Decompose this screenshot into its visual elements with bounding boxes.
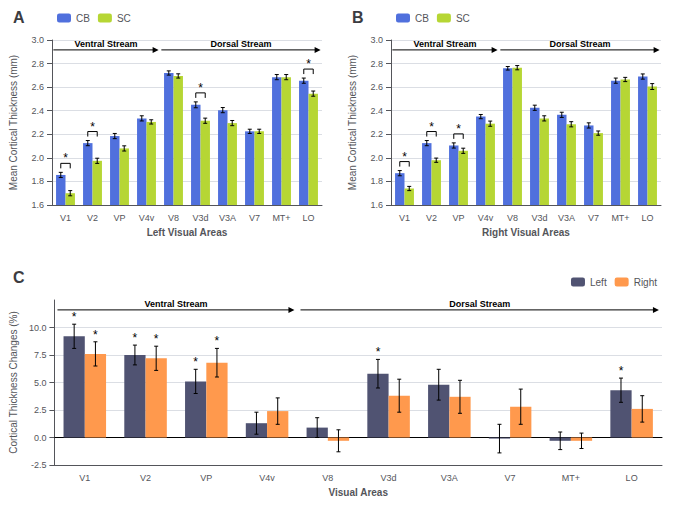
svg-text:Ventral Stream: Ventral Stream [144,299,207,309]
svg-text:V8: V8 [322,473,333,483]
svg-text:V3d: V3d [531,213,547,223]
svg-text:V4v: V4v [139,213,155,223]
svg-text:Ventral Stream: Ventral Stream [413,39,476,49]
svg-text:2.0: 2.0 [370,153,383,163]
svg-text:2.2: 2.2 [31,129,44,139]
svg-text:Left Visual Areas: Left Visual Areas [147,227,228,238]
svg-text:1.6: 1.6 [370,200,383,210]
svg-text:2.6: 2.6 [31,82,44,92]
svg-text:*: * [215,334,220,348]
svg-text:MT+: MT+ [272,213,290,223]
svg-text:2.2: 2.2 [370,129,383,139]
svg-text:*: * [63,151,68,165]
svg-text:CB: CB [76,13,90,24]
svg-text:*: * [376,345,381,359]
svg-text:2.8: 2.8 [370,59,383,69]
svg-text:-2.5: -2.5 [31,460,47,470]
svg-text:V3d: V3d [381,473,397,483]
svg-text:5.0: 5.0 [34,378,47,388]
svg-text:3.0: 3.0 [31,35,44,45]
svg-text:V2: V2 [140,473,151,483]
svg-text:2.5: 2.5 [34,405,47,415]
svg-text:SC: SC [456,13,470,24]
svg-text:LO: LO [302,213,314,223]
svg-text:2.6: 2.6 [370,82,383,92]
svg-text:V1: V1 [399,213,410,223]
svg-text:V3A: V3A [558,213,575,223]
svg-text:V8: V8 [507,213,518,223]
svg-text:V7: V7 [505,473,516,483]
svg-text:V2: V2 [87,213,98,223]
svg-text:Mean Cortical Thickness (mm): Mean Cortical Thickness (mm) [347,55,358,190]
svg-text:*: * [133,331,138,345]
svg-text:Ventral Stream: Ventral Stream [74,39,137,49]
svg-text:2.4: 2.4 [31,106,44,116]
svg-text:*: * [90,120,95,134]
svg-text:Visual Areas: Visual Areas [328,487,388,498]
svg-text:*: * [306,57,311,71]
svg-text:Dorsal Stream: Dorsal Stream [210,39,271,49]
svg-text:V3A: V3A [219,213,236,223]
svg-text:VP: VP [200,473,212,483]
svg-text:SC: SC [117,13,131,24]
svg-text:0.0: 0.0 [34,433,47,443]
svg-text:2.8: 2.8 [31,59,44,69]
svg-text:V4v: V4v [478,213,494,223]
svg-text:1.8: 1.8 [370,176,383,186]
svg-text:V7: V7 [249,213,260,223]
svg-text:1.6: 1.6 [31,200,44,210]
svg-text:*: * [198,81,203,95]
svg-text:C: C [13,269,25,286]
svg-text:Cortical Thickness Changes (%): Cortical Thickness Changes (%) [8,311,19,454]
svg-text:LO: LO [626,473,638,483]
svg-text:V3d: V3d [192,213,208,223]
svg-text:VP: VP [113,213,125,223]
svg-text:*: * [93,328,98,342]
svg-text:Left: Left [590,277,607,288]
svg-text:V1: V1 [79,473,90,483]
svg-text:7.5: 7.5 [34,350,47,360]
svg-text:3.0: 3.0 [370,35,383,45]
svg-text:LO: LO [641,213,653,223]
svg-text:10.0: 10.0 [29,323,47,333]
svg-text:V3A: V3A [441,473,458,483]
svg-text:A: A [13,9,25,26]
svg-text:2.4: 2.4 [370,106,383,116]
svg-text:MT+: MT+ [562,473,580,483]
svg-text:*: * [619,364,624,378]
svg-text:*: * [72,310,77,324]
svg-text:V7: V7 [588,213,599,223]
svg-text:V4v: V4v [259,473,275,483]
svg-text:CB: CB [415,13,429,24]
svg-text:*: * [429,120,434,134]
svg-text:B: B [352,9,364,26]
svg-text:*: * [402,150,407,164]
svg-text:V1: V1 [60,213,71,223]
svg-text:Dorsal Stream: Dorsal Stream [549,39,610,49]
svg-text:*: * [193,355,198,369]
svg-text:VP: VP [452,213,464,223]
svg-text:Dorsal Stream: Dorsal Stream [449,299,510,309]
svg-text:V8: V8 [168,213,179,223]
svg-text:MT+: MT+ [611,213,629,223]
svg-text:Right Visual Areas: Right Visual Areas [482,227,570,238]
svg-text:1.8: 1.8 [31,176,44,186]
svg-text:2.0: 2.0 [31,153,44,163]
svg-text:V2: V2 [426,213,437,223]
svg-text:Mean Cortical Thickness (mm): Mean Cortical Thickness (mm) [8,55,19,190]
svg-text:*: * [456,122,461,136]
svg-text:Right: Right [634,277,658,288]
svg-text:*: * [154,332,159,346]
